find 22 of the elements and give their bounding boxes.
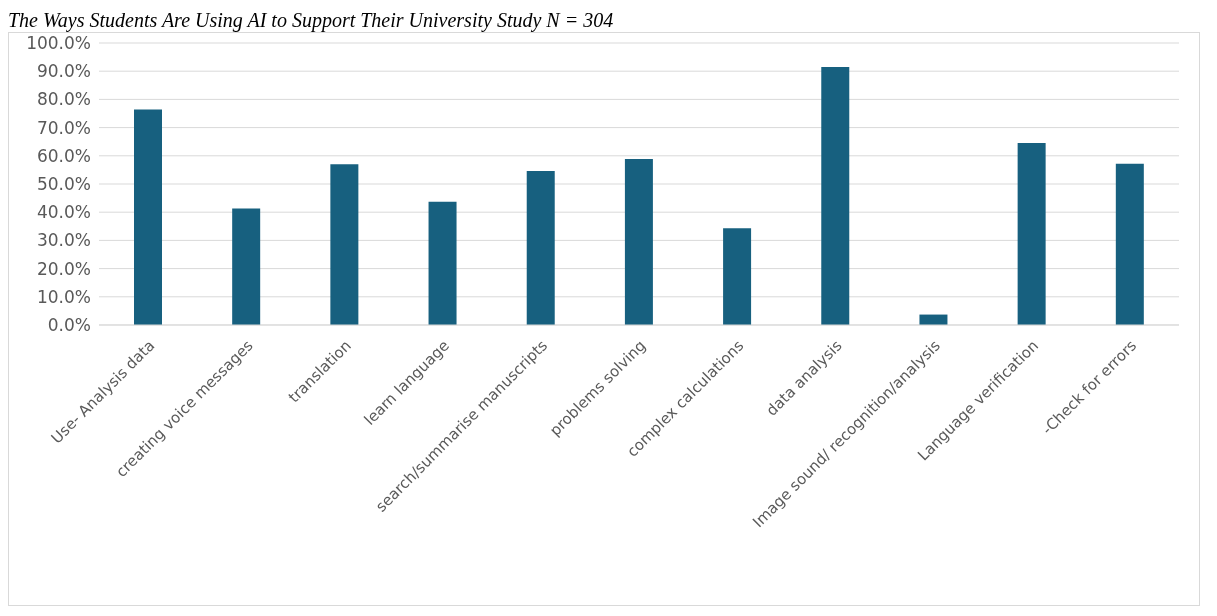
bar	[134, 109, 162, 325]
bar	[526, 171, 555, 325]
bar	[330, 164, 359, 325]
y-tick-label: 100.0%	[26, 33, 91, 54]
y-tick-label: 70.0%	[36, 117, 91, 138]
bar	[821, 66, 850, 325]
y-tick-label: 80.0%	[36, 89, 91, 110]
bar	[232, 208, 261, 325]
chart-title: The Ways Students Are Using AI to Support Their University Study N = 304	[8, 8, 615, 32]
y-tick-label: 10.0%	[36, 286, 91, 307]
y-tick-label: 50.0%	[36, 174, 91, 195]
bar	[1115, 163, 1144, 325]
y-tick-label: 40.0%	[36, 202, 91, 223]
bar	[428, 201, 457, 325]
y-tick-label: 60.0%	[36, 145, 91, 166]
y-tick-label: 90.0%	[36, 61, 91, 82]
y-tick-label: 0.0%	[47, 315, 91, 336]
bar	[624, 158, 653, 325]
y-tick-label: 30.0%	[36, 230, 91, 251]
y-tick-label: 20.0%	[36, 258, 91, 279]
bar	[1017, 143, 1046, 325]
bar	[723, 228, 752, 325]
